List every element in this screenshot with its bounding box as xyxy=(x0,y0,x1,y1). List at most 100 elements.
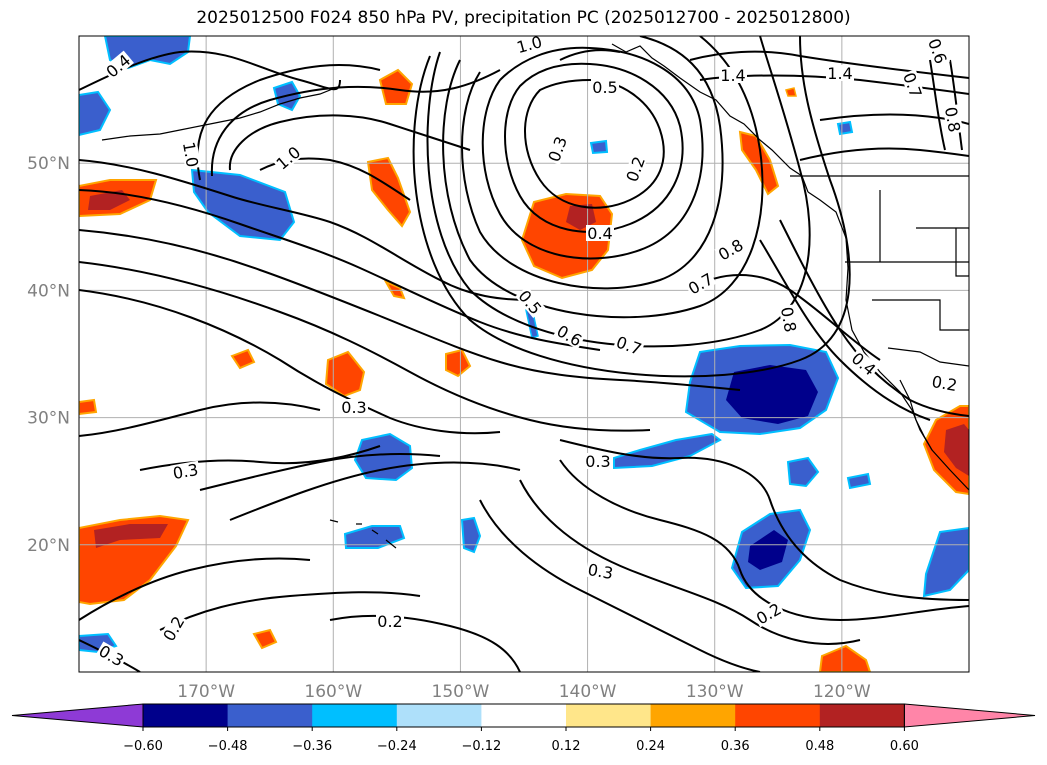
contour-label-text: 0.3 xyxy=(171,460,199,483)
contour-label-bg xyxy=(272,142,304,173)
lon-tick-label: 160°W xyxy=(304,682,362,702)
colorbar-tick-label: 0.12 xyxy=(552,739,581,754)
pos-area-small2 xyxy=(445,348,472,378)
lon-tick-label: 120°W xyxy=(813,682,871,702)
contour-label-bg xyxy=(929,372,960,394)
neg-area-w xyxy=(79,90,112,137)
neg-area-dateline xyxy=(190,168,296,242)
pos-area-small3 xyxy=(230,348,256,370)
lon-tick-label: 140°W xyxy=(559,682,617,702)
pos-area-southwest-dark xyxy=(94,524,168,548)
neg-area-small4 xyxy=(846,472,872,490)
contour-label: 1.4 xyxy=(719,66,747,85)
colorbar xyxy=(11,703,1036,728)
contour-label: 0.7 xyxy=(613,332,645,359)
colorbar-tick-label: −0.60 xyxy=(123,739,163,754)
contour-label-bg xyxy=(848,348,880,379)
colorbar-tick-label: 0.24 xyxy=(636,739,665,754)
contour-label: 1.0 xyxy=(513,32,545,57)
contour-label-bg xyxy=(180,139,202,170)
us-state-border-4 xyxy=(872,299,969,331)
contour-label: 0.2 xyxy=(929,372,960,395)
contour-label-bg xyxy=(340,399,368,415)
contour-label: 0.3 xyxy=(584,452,612,471)
colorbar-labels: −0.60 −0.48 −0.36 −0.24 −0.12 0.12 0.24 0.36 0.4… xyxy=(123,727,919,754)
contour-label-text: 0.3 xyxy=(586,560,614,583)
pos-area-low-dark xyxy=(566,204,596,230)
pos-area-small4 xyxy=(79,398,98,416)
neg-area-mid xyxy=(353,432,414,482)
lat-tick-label: 50°N xyxy=(27,154,70,174)
pos-area-alaska xyxy=(378,68,414,105)
contour-label-bg xyxy=(159,612,188,645)
lat-tick-label: 30°N xyxy=(27,409,70,429)
contour-label: 0.4 xyxy=(586,224,614,243)
mexico-border xyxy=(887,347,969,367)
colorbar-tick-label: 0.48 xyxy=(805,739,834,754)
contour-label: 0.8 xyxy=(941,104,964,135)
contour-label: 1.4 xyxy=(826,64,854,83)
colorbar-frame xyxy=(142,703,905,728)
contour-label-bg xyxy=(95,641,128,670)
colorbar-segment xyxy=(650,704,736,727)
colorbar-segment xyxy=(396,704,482,727)
contour-label-text: 0.5 xyxy=(592,78,617,97)
colorbar-segment xyxy=(227,704,313,727)
contour-label-text: 1.4 xyxy=(827,64,852,83)
contour-label: 1.0 xyxy=(179,139,202,170)
contour-label-bg xyxy=(900,69,926,101)
contour-label-bg xyxy=(376,613,404,629)
colorbar-segment xyxy=(143,704,229,727)
contour-label-bg xyxy=(714,235,747,264)
aleutian-chain xyxy=(101,85,341,141)
neg-area-small2 xyxy=(589,139,609,155)
lon-tick-label: 130°W xyxy=(686,682,744,702)
contour-label-bg xyxy=(586,225,614,241)
contour-label-bg xyxy=(622,153,648,185)
contour-label-text: 1.0 xyxy=(179,140,202,168)
neg-area-small1 xyxy=(460,516,482,554)
alaska-coast xyxy=(611,43,809,193)
contour-label-text: 0.4 xyxy=(587,224,612,243)
baja xyxy=(899,379,933,451)
contour-label-bg xyxy=(752,599,785,628)
pos-area-gulf xyxy=(366,156,412,228)
contour-label-bg xyxy=(544,133,570,165)
colorbar-tick-label: −0.24 xyxy=(377,739,417,754)
us-state-border-3 xyxy=(916,227,969,277)
contour-label-bg xyxy=(826,65,854,81)
coastlines xyxy=(101,43,969,549)
colorbar-segment xyxy=(481,704,567,727)
contour-label-bg xyxy=(719,67,747,83)
neg-area-south-dark xyxy=(748,530,788,570)
colorbar-tick-label: −0.36 xyxy=(292,739,332,754)
contour-label: 0.6 xyxy=(924,36,951,67)
contour-label-text: 0.8 xyxy=(777,305,800,333)
colorbar-segment xyxy=(819,704,905,727)
lon-tick-label: 170°W xyxy=(177,682,235,702)
colorbar-tick-label: 0.60 xyxy=(890,739,919,754)
contour-label-text: 1.0 xyxy=(515,32,545,57)
neg-area-alaska-e xyxy=(836,120,854,136)
contour-label: 0.8 xyxy=(777,304,800,335)
contour-label-bg xyxy=(684,269,717,298)
pos-area-mexico-dark xyxy=(944,424,969,476)
contour-label-text: 0.8 xyxy=(941,105,964,133)
map-title: 2025012500 F024 850 hPa PV, precipitatio… xyxy=(196,8,851,28)
colorbar-tick-label: −0.48 xyxy=(208,739,248,754)
pos-area-tiny xyxy=(785,87,797,97)
contour-label-text: 0.2 xyxy=(377,612,402,631)
latitude-labels: 50°N 40°N 30°N 20°N xyxy=(27,154,70,556)
contour-label-bg xyxy=(778,304,800,335)
contour-label-bg xyxy=(513,36,545,56)
longitude-labels: 170°W 160°W 150°W 140°W 130°W 120°W xyxy=(177,682,871,702)
pv-contours xyxy=(79,36,969,672)
colorbar-segment xyxy=(312,704,398,727)
lon-tick-label: 150°W xyxy=(432,682,490,702)
contour-label: 0.3 xyxy=(585,560,616,583)
colorbar-segment xyxy=(566,704,652,727)
contour-label: 0.3 xyxy=(340,398,368,417)
contour-label-bg xyxy=(102,50,134,81)
contour-label-bg xyxy=(585,560,616,582)
